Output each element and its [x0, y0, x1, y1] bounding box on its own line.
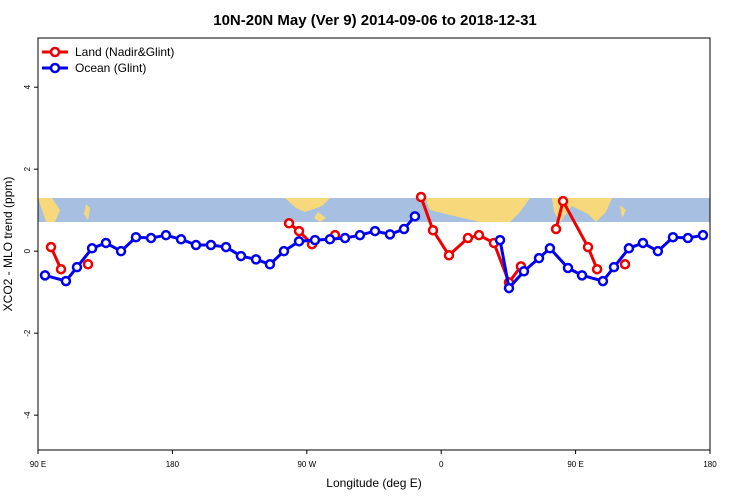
y-tick-label: 4 — [23, 84, 32, 89]
land-patch — [425, 198, 530, 222]
data-point — [39, 270, 51, 281]
data-point — [86, 243, 98, 254]
data-point — [473, 229, 485, 241]
data-point — [384, 229, 396, 240]
land-patch — [38, 198, 60, 222]
x-tick-label: 90 E — [30, 460, 46, 469]
data-point — [175, 234, 187, 245]
data-point — [264, 259, 276, 270]
data-point — [652, 245, 664, 257]
data-point — [608, 261, 620, 273]
x-tick-label: 90 W — [297, 460, 316, 469]
y-tick-label: -2 — [23, 329, 32, 337]
data-point — [309, 234, 321, 246]
data-point — [55, 263, 67, 275]
data-point — [220, 241, 232, 253]
data-point — [582, 241, 594, 253]
data-point — [115, 245, 127, 257]
data-point — [45, 241, 57, 253]
data-point — [398, 223, 410, 235]
data-point — [293, 236, 305, 247]
data-point — [415, 191, 427, 203]
plot-area — [37, 37, 711, 451]
data-point — [409, 211, 421, 222]
data-point — [591, 263, 603, 275]
x-tick-label: 180 — [166, 460, 180, 469]
data-point — [494, 234, 506, 246]
land-patch — [84, 204, 90, 220]
data-point — [443, 250, 455, 261]
data-point — [250, 254, 262, 265]
data-point — [544, 243, 556, 254]
data-point — [100, 237, 112, 249]
data-point — [160, 229, 172, 241]
data-point — [562, 262, 574, 274]
data-point — [518, 266, 530, 277]
data-point — [533, 252, 545, 264]
x-tick-label: 180 — [703, 460, 717, 469]
data-point — [354, 229, 366, 241]
data-point — [597, 275, 609, 287]
data-point — [324, 234, 336, 245]
data-point — [503, 282, 515, 294]
data-point — [205, 239, 217, 251]
data-point — [278, 245, 290, 257]
data-point — [667, 231, 679, 243]
legend-label: Ocean (Glint) — [75, 61, 146, 75]
data-point — [623, 243, 635, 254]
data-point — [283, 218, 295, 229]
y-tick-label: -4 — [23, 411, 32, 419]
data-point — [235, 250, 247, 262]
legend-marker — [49, 62, 61, 74]
data-point — [293, 225, 305, 237]
x-axis-label: Longitude (deg E) — [326, 476, 421, 490]
plot-frame — [37, 37, 711, 451]
x-tick-label: 90 E — [567, 460, 583, 469]
data-point — [462, 232, 474, 244]
data-point — [82, 259, 94, 270]
legend-label: Land (Nadir&Glint) — [75, 45, 174, 59]
data-point — [369, 225, 381, 237]
data-point — [619, 259, 631, 270]
data-point — [576, 270, 588, 281]
data-point — [190, 239, 202, 251]
land-patch — [314, 212, 326, 222]
land-patch — [285, 198, 330, 212]
land-patch — [620, 205, 626, 218]
x-tick-label: 0 — [439, 460, 444, 469]
data-point — [682, 232, 694, 244]
data-point — [637, 237, 649, 249]
data-point — [427, 225, 439, 236]
data-point — [339, 232, 351, 244]
chart-title: 10N-20N May (Ver 9) 2014-09-06 to 2018-1… — [213, 12, 537, 29]
y-axis-label: XCO2 - MLO trend (ppm) — [1, 177, 15, 312]
y-tick-label: 2 — [23, 166, 32, 171]
data-point — [60, 275, 72, 287]
data-point — [145, 232, 157, 244]
data-point — [130, 231, 142, 243]
legend-marker — [49, 46, 61, 58]
data-point — [557, 195, 569, 207]
data-point — [71, 261, 83, 273]
y-tick-label: 0 — [23, 248, 32, 253]
data-point — [550, 223, 562, 235]
data-point — [697, 229, 709, 241]
